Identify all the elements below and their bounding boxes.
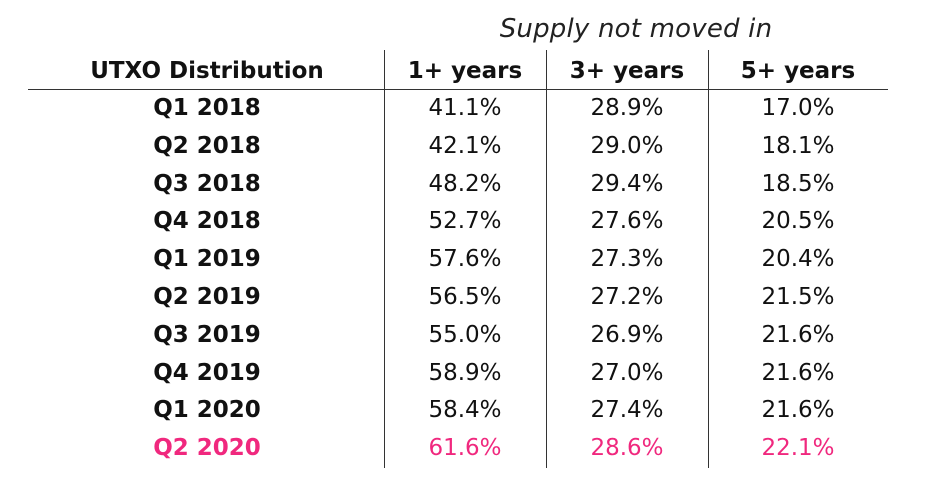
value-cell: 58.4%: [428, 397, 502, 424]
value-cell: 21.6%: [761, 321, 835, 348]
value-cell: 27.3%: [590, 246, 664, 273]
row-label: Q3 2019: [153, 321, 261, 348]
header-divider: [28, 89, 888, 90]
row-label: Q4 2019: [153, 359, 261, 386]
row-header-utxo-distribution: UTXO Distribution: [90, 58, 324, 84]
column-header-3-plus-years: 3+ years: [569, 58, 685, 84]
row-label: Q2 2020: [153, 435, 261, 462]
row-label: Q1 2020: [153, 397, 261, 424]
value-cell: 29.4%: [590, 170, 664, 197]
row-label: Q4 2018: [153, 208, 261, 235]
value-cell: 28.6%: [590, 435, 664, 462]
value-cell: 18.1%: [761, 132, 835, 159]
table-row: Q2 2018 42.1% 29.0% 18.1%: [0, 128, 945, 165]
table-row: Q4 2019 58.9% 27.0% 21.6%: [0, 355, 945, 392]
value-cell: 21.6%: [761, 397, 835, 424]
value-cell: 27.6%: [590, 208, 664, 235]
row-label: Q1 2018: [153, 95, 261, 121]
column-header-1-plus-years: 1+ years: [407, 58, 523, 84]
value-cell: 27.4%: [590, 397, 664, 424]
table-row: Q1 2018 41.1% 28.9% 17.0%: [0, 90, 945, 127]
value-cell: 56.5%: [428, 284, 502, 310]
value-cell: 18.5%: [761, 170, 835, 197]
table-row: Q4 2018 52.7% 27.6% 20.5%: [0, 203, 945, 240]
value-cell: 27.0%: [590, 359, 664, 386]
value-cell: 26.9%: [590, 321, 664, 348]
row-label: Q2 2019: [153, 284, 261, 310]
table-row: Q2 2019 56.5% 27.2% 21.5%: [0, 279, 945, 316]
value-cell: 61.6%: [428, 435, 502, 462]
value-cell: 22.1%: [761, 435, 835, 462]
column-divider: [546, 50, 547, 468]
value-cell: 29.0%: [590, 132, 664, 159]
value-cell: 55.0%: [428, 321, 502, 348]
value-cell: 42.1%: [428, 132, 502, 159]
table-row: Q2 2020 61.6% 28.6% 22.1%: [0, 430, 945, 467]
supply-not-moved-in-heading: Supply not moved in: [499, 14, 773, 44]
value-cell: 20.5%: [761, 208, 835, 235]
table-row: Q1 2019 57.6% 27.3% 20.4%: [0, 241, 945, 278]
value-cell: 48.2%: [428, 170, 502, 197]
column-header-5-plus-years: 5+ years: [740, 58, 856, 84]
column-divider: [384, 50, 385, 468]
table-row: Q1 2020 58.4% 27.4% 21.6%: [0, 392, 945, 429]
row-label: Q1 2019: [153, 246, 261, 273]
value-cell: 58.9%: [428, 359, 502, 386]
row-label: Q3 2018: [153, 170, 261, 197]
value-cell: 20.4%: [761, 246, 835, 273]
table-row: Q3 2018 48.2% 29.4% 18.5%: [0, 166, 945, 203]
row-label: Q2 2018: [153, 132, 261, 159]
value-cell: 21.6%: [761, 359, 835, 386]
value-cell: 28.9%: [590, 95, 664, 121]
value-cell: 57.6%: [428, 246, 502, 273]
column-divider: [708, 50, 709, 468]
value-cell: 41.1%: [428, 95, 502, 121]
value-cell: 17.0%: [761, 95, 835, 121]
value-cell: 52.7%: [428, 208, 502, 235]
value-cell: 21.5%: [761, 284, 835, 310]
value-cell: 27.2%: [590, 284, 664, 310]
table-row: Q3 2019 55.0% 26.9% 21.6%: [0, 317, 945, 354]
